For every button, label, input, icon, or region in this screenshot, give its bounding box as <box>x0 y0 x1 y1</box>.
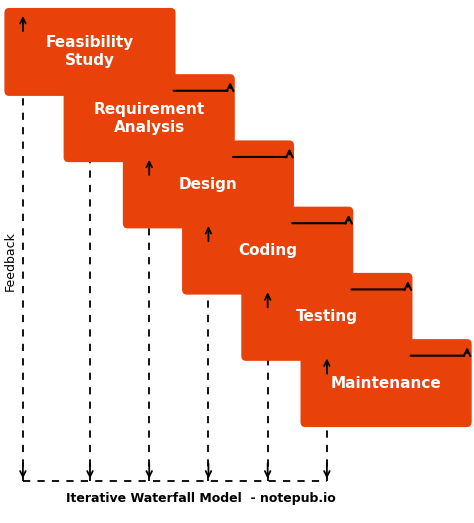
Text: Testing: Testing <box>296 310 358 324</box>
FancyBboxPatch shape <box>241 273 412 361</box>
FancyBboxPatch shape <box>301 339 472 427</box>
Text: Feedback: Feedback <box>3 232 17 291</box>
Text: Coding: Coding <box>238 243 297 258</box>
Text: Design: Design <box>179 177 238 192</box>
FancyBboxPatch shape <box>64 74 235 162</box>
Text: Requirement
Analysis: Requirement Analysis <box>93 101 205 134</box>
Text: Maintenance: Maintenance <box>331 376 441 391</box>
FancyBboxPatch shape <box>182 207 353 294</box>
FancyBboxPatch shape <box>123 140 294 229</box>
Text: Iterative Waterfall Model  - notepub.io: Iterative Waterfall Model - notepub.io <box>66 492 336 505</box>
Text: Feasibility
Study: Feasibility Study <box>46 36 134 69</box>
FancyBboxPatch shape <box>4 8 175 96</box>
